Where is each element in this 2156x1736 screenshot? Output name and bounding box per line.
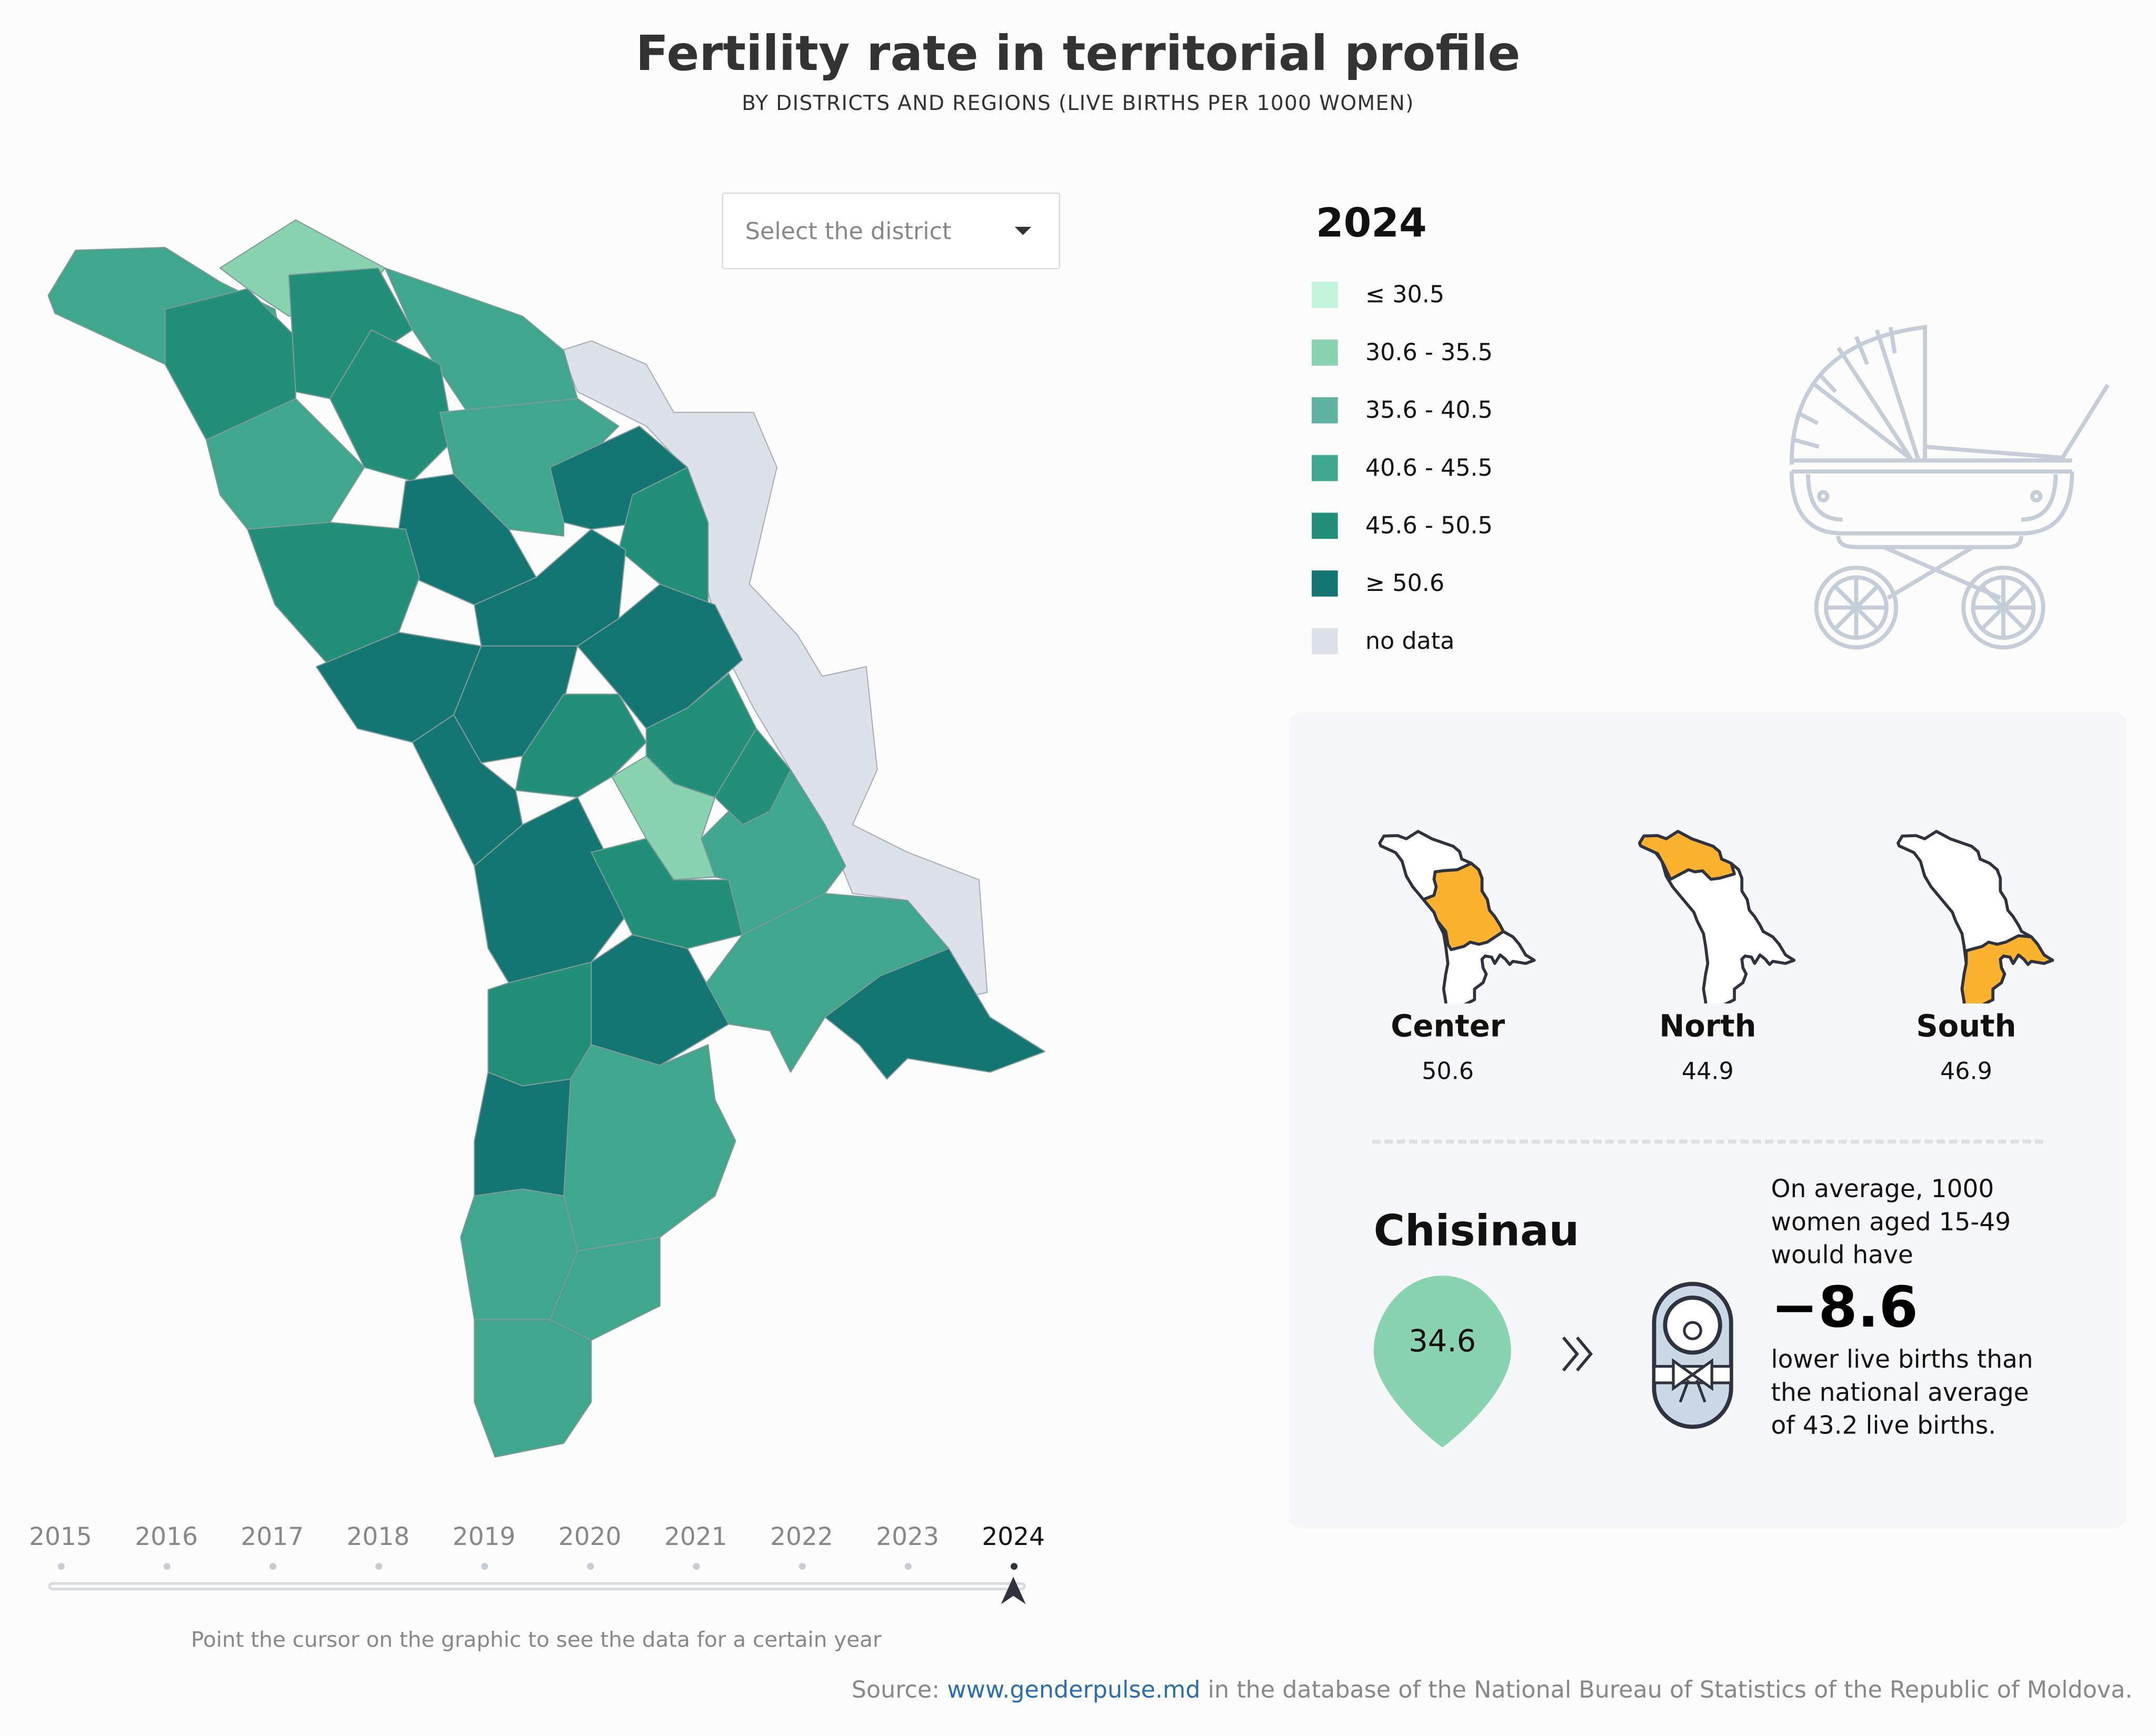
district-select-placeholder: Select the district [745,218,952,246]
district-select-dropdown[interactable]: Select the district [722,192,1061,269]
value-drop-marker-icon [1373,1276,1511,1448]
region-name: North [1659,1010,1756,1045]
source-suffix: in the database of the National Bureau o… [1200,1677,2133,1705]
text-line: of 43.2 live births. [1771,1411,1997,1441]
timeline-year[interactable]: 2019 [452,1523,516,1552]
timeline-year[interactable]: 2015 [29,1523,92,1552]
timeline-handle-arrow-icon[interactable] [1000,1576,1027,1605]
legend-year: 2024 [1315,199,1427,246]
legend-label: 30.6 - 35.5 [1365,339,1493,367]
legend-swatch [1312,339,1338,366]
comparison-text-before: On average, 1000 women aged 15-49 would … [1771,1174,2011,1273]
legend-swatch [1312,397,1338,424]
region-north[interactable]: North 44.9 [1598,728,1818,1086]
text-line: lower live births than [1771,1346,2033,1375]
region-value: 44.9 [1681,1058,1734,1086]
timeline-dot [481,1563,488,1570]
timeline-hint: Point the cursor on the graphic to see t… [191,1627,882,1652]
timeline-slider-track[interactable] [48,1582,1026,1591]
timeline-dot [798,1563,806,1570]
legend-swatch [1312,455,1338,481]
district-south-1[interactable] [487,961,592,1087]
baby-stroller-icon [1789,325,2110,650]
district-south-east-2[interactable] [824,948,1046,1080]
page-subtitle: BY DISTRICTS AND REGIONS (LIVE BIRTHS PE… [742,91,1414,116]
timeline-dot [57,1563,65,1570]
text-line: women aged 15-49 [1771,1208,2011,1237]
timeline-dot [904,1563,912,1570]
region-south-map-icon [1897,830,2054,1025]
double-chevron-right-icon [1562,1336,1593,1372]
difference-value: −8.6 [1771,1274,1918,1340]
legend-swatch [1312,513,1338,539]
region-value: 46.9 [1940,1058,1992,1086]
timeline-dot [269,1563,277,1570]
region-south[interactable]: South 46.9 [1856,728,2076,1086]
region-value: 50.6 [1422,1058,1474,1086]
district-center-7[interactable] [412,714,523,867]
source-note: Source: www.genderpulse.md in the databa… [852,1677,2133,1704]
timeline-year[interactable]: 2018 [346,1523,410,1552]
district-north-11[interactable] [247,521,420,667]
text-line: On average, 1000 [1771,1175,1994,1205]
selected-district-name: Chisinau [1373,1207,1580,1257]
timeline-dot [163,1563,171,1570]
moldova-choropleth-map[interactable] [0,0,1100,1512]
legend-label: ≤ 30.5 [1365,282,1445,309]
timeline-year[interactable]: 2017 [241,1523,304,1552]
timeline-year[interactable]: 2021 [664,1523,727,1552]
text-line: the national average [1771,1379,2029,1408]
region-name: Center [1391,1010,1505,1045]
region-center[interactable]: Center 50.6 [1338,728,1558,1086]
legend-label: ≥ 50.6 [1365,570,1445,598]
source-prefix: Source: [851,1677,947,1705]
swaddled-baby-icon [1652,1281,1733,1429]
region-name: South [1916,1010,2017,1045]
legend-label: 40.6 - 45.5 [1365,455,1493,483]
legend-label: 35.6 - 40.5 [1365,397,1493,425]
timeline-dot [375,1563,383,1570]
page-title: Fertility rate in territorial profile [635,27,1521,83]
selected-district-value: 34.6 [1409,1325,1476,1360]
region-north-map-icon [1638,830,1796,1025]
timeline-year-active[interactable]: 2024 [982,1523,1045,1552]
legend-swatch [1312,628,1338,655]
district-south-4[interactable] [474,1071,572,1197]
district-south-7[interactable] [474,1319,592,1458]
timeline-year[interactable]: 2020 [558,1523,622,1552]
divider [1372,1139,2043,1144]
legend-swatch [1312,570,1338,597]
district-center-5[interactable] [515,694,647,798]
district-south-3[interactable] [563,1044,736,1252]
timeline-year[interactable]: 2023 [876,1523,939,1552]
district-center-2[interactable] [577,584,743,729]
legend-label: no data [1365,628,1455,656]
source-link[interactable]: www.genderpulse.md [947,1677,1201,1705]
district-center-11[interactable] [714,728,792,826]
region-center-map-icon [1378,830,1536,1025]
timeline-year[interactable]: 2022 [770,1523,833,1552]
timeline-dot-active [1010,1563,1018,1570]
text-line: would have [1771,1241,1913,1270]
timeline-year[interactable]: 2016 [135,1523,198,1552]
comparison-text-after: lower live births than the national aver… [1771,1344,2033,1443]
legend-label: 45.6 - 50.5 [1365,513,1493,540]
district-south-6[interactable] [549,1236,661,1341]
caret-down-icon [1014,227,1032,235]
legend-swatch [1312,282,1338,308]
timeline-dot [587,1563,594,1570]
timeline-dot [693,1563,700,1570]
